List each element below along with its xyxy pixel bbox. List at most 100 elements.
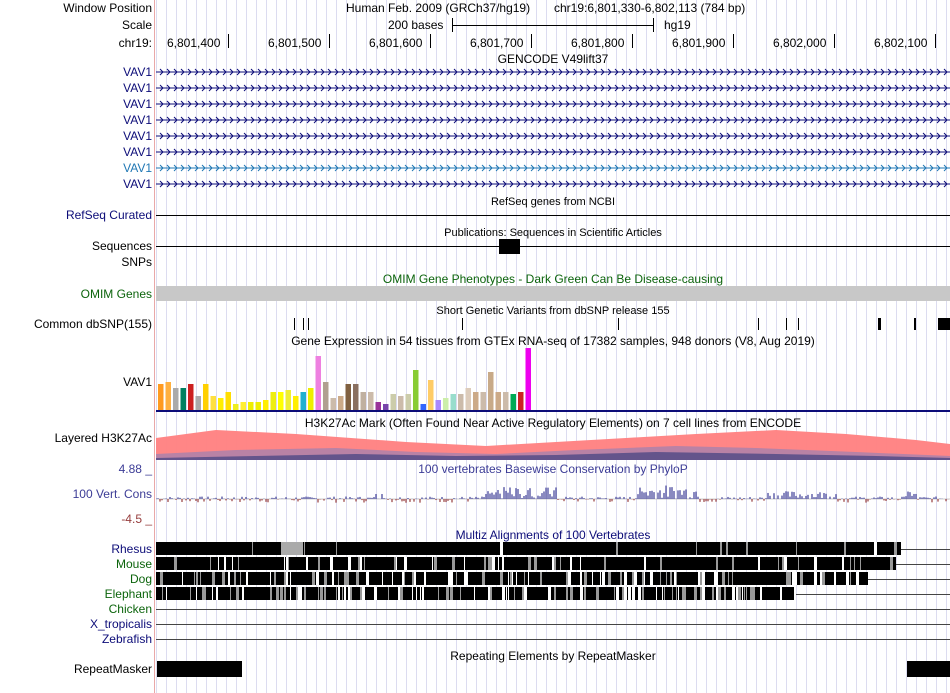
gtex-tissue-bar bbox=[233, 404, 239, 410]
grid-line bbox=[836, 0, 837, 693]
gencode-transcript-label[interactable]: VAV1 bbox=[123, 129, 152, 143]
dbsnp-variant[interactable] bbox=[462, 318, 463, 330]
multiz-title: Multiz Alignments of 100 Vertebrates bbox=[455, 528, 651, 542]
gencode-transcript-label[interactable]: VAV1 bbox=[123, 177, 152, 191]
refseq-title: RefSeq genes from NCBI bbox=[490, 196, 616, 208]
gtex-tissue-bar bbox=[285, 390, 291, 410]
gtex-tissue-bar bbox=[353, 384, 359, 410]
gencode-transcript-label[interactable]: VAV1 bbox=[123, 113, 152, 127]
repeat-element-left[interactable] bbox=[157, 661, 242, 677]
gencode-transcript[interactable] bbox=[156, 68, 950, 76]
grid-line bbox=[846, 0, 847, 693]
grid-line bbox=[166, 0, 167, 693]
omim-gene-bar[interactable] bbox=[156, 286, 950, 301]
gencode-transcript-label[interactable]: VAV1 bbox=[123, 97, 152, 111]
publications-label[interactable]: Sequences bbox=[91, 239, 152, 253]
gtex-tissue-bar bbox=[465, 388, 471, 410]
gencode-transcripts[interactable] bbox=[156, 64, 950, 192]
multiz-species-label[interactable]: Elephant bbox=[104, 587, 152, 601]
grid-line bbox=[306, 0, 307, 693]
dbsnp-variant[interactable] bbox=[878, 318, 881, 330]
grid-line bbox=[946, 0, 947, 693]
gtex-tissue-bar bbox=[503, 392, 509, 410]
grid-line bbox=[916, 0, 917, 693]
multiz-species-label[interactable]: Mouse bbox=[115, 557, 152, 571]
ruler-tick-label: 6,802,100 bbox=[874, 36, 928, 50]
grid-line bbox=[646, 0, 647, 693]
dbsnp-variant[interactable] bbox=[618, 318, 619, 330]
dbsnp-variant[interactable] bbox=[938, 318, 944, 330]
multiz-alignment-row[interactable] bbox=[156, 587, 950, 601]
dbsnp-variant[interactable] bbox=[294, 318, 295, 330]
dbsnp-variant[interactable] bbox=[798, 318, 799, 330]
repeat-element-right[interactable] bbox=[907, 661, 950, 677]
h3k27ac-label[interactable]: Layered H3K27Ac bbox=[54, 431, 152, 445]
gencode-transcript[interactable] bbox=[156, 180, 950, 188]
grid-line bbox=[346, 0, 347, 693]
gtex-label[interactable]: VAV1 bbox=[123, 375, 152, 389]
grid-line bbox=[546, 0, 547, 693]
publications-line bbox=[156, 246, 950, 247]
dbsnp-variant[interactable] bbox=[758, 318, 759, 330]
multiz-species-label[interactable]: Chicken bbox=[108, 602, 152, 616]
grid-line bbox=[576, 0, 577, 693]
phylop-label[interactable]: 100 Vert. Cons bbox=[72, 487, 152, 501]
gencode-transcript-label[interactable]: VAV1 bbox=[123, 145, 152, 159]
gencode-transcript-label[interactable]: VAV1 bbox=[123, 81, 152, 95]
dbsnp-variant[interactable] bbox=[786, 318, 787, 330]
dbsnp-variant[interactable] bbox=[914, 318, 916, 330]
refseq-gene-line[interactable] bbox=[156, 215, 950, 216]
h3k27ac-signal[interactable] bbox=[156, 428, 950, 460]
ruler-tick-label: 6,802,000 bbox=[773, 36, 827, 50]
grid-line bbox=[356, 0, 357, 693]
gtex-tissue-bar bbox=[300, 392, 306, 410]
scale-bar-left-cap bbox=[452, 18, 453, 32]
grid-line bbox=[276, 0, 277, 693]
dbsnp-variant[interactable] bbox=[308, 318, 309, 330]
multiz-alignment-row[interactable] bbox=[156, 542, 950, 556]
gtex-title: Gene Expression in 54 tissues from GTEx … bbox=[291, 334, 815, 348]
gencode-transcript[interactable] bbox=[156, 164, 950, 172]
publication-block[interactable] bbox=[499, 239, 520, 254]
scale-label: Scale bbox=[121, 18, 152, 32]
phylop-conservation-wiggle[interactable] bbox=[156, 478, 950, 516]
repeatmasker-label[interactable]: RepeatMasker bbox=[73, 662, 152, 676]
ruler-tick bbox=[935, 34, 936, 48]
gencode-transcript[interactable] bbox=[156, 116, 950, 124]
grid-line bbox=[716, 0, 717, 693]
multiz-species-label[interactable]: Rhesus bbox=[111, 542, 152, 556]
gtex-tissue-bar bbox=[173, 388, 179, 410]
gencode-transcript[interactable] bbox=[156, 84, 950, 92]
grid-line bbox=[616, 0, 617, 693]
multiz-alignment-row[interactable] bbox=[156, 557, 950, 571]
grid-line bbox=[746, 0, 747, 693]
dbsnp-variant[interactable] bbox=[944, 318, 945, 330]
gtex-tissue-bar bbox=[248, 402, 254, 410]
multiz-alignment-row[interactable] bbox=[156, 572, 950, 586]
gtex-tissue-bar bbox=[188, 384, 194, 410]
multiz-species-label[interactable]: X_tropicalis bbox=[89, 617, 152, 631]
gencode-transcript[interactable] bbox=[156, 148, 950, 156]
grid-line bbox=[496, 0, 497, 693]
multiz-species-label[interactable]: Dog bbox=[129, 572, 152, 586]
grid-line bbox=[636, 0, 637, 693]
omim-label[interactable]: OMIM Genes bbox=[80, 287, 152, 301]
grid-line bbox=[936, 0, 937, 693]
gencode-transcript[interactable] bbox=[156, 132, 950, 140]
gtex-expression-bars[interactable] bbox=[156, 348, 950, 414]
grid-line bbox=[736, 0, 737, 693]
ruler-tick bbox=[834, 34, 835, 48]
gencode-transcript-label[interactable]: VAV1 bbox=[123, 65, 152, 79]
gtex-tissue-bar bbox=[413, 370, 419, 410]
grid-line bbox=[776, 0, 777, 693]
multiz-species-label[interactable]: Zebrafish bbox=[101, 632, 152, 646]
refseq-label[interactable]: RefSeq Curated bbox=[65, 208, 152, 222]
gencode-transcript-label[interactable]: VAV1 bbox=[123, 161, 152, 175]
grid-line bbox=[526, 0, 527, 693]
dbsnp-variant[interactable] bbox=[945, 318, 950, 330]
dbsnp-variant[interactable] bbox=[303, 318, 304, 330]
ruler-tick bbox=[632, 34, 633, 48]
dbsnp-label[interactable]: Common dbSNP(155) bbox=[33, 317, 152, 331]
gencode-transcript[interactable] bbox=[156, 100, 950, 108]
snps-label[interactable]: SNPs bbox=[121, 255, 152, 269]
